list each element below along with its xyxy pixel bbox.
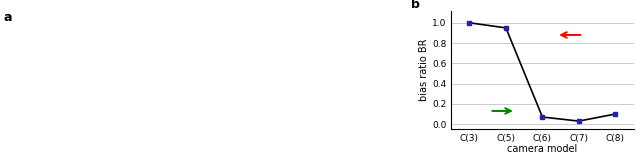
X-axis label: camera model: camera model bbox=[508, 144, 577, 152]
Y-axis label: bias ratio BR: bias ratio BR bbox=[419, 39, 429, 101]
Text: b: b bbox=[411, 0, 420, 11]
Text: a: a bbox=[3, 11, 12, 24]
